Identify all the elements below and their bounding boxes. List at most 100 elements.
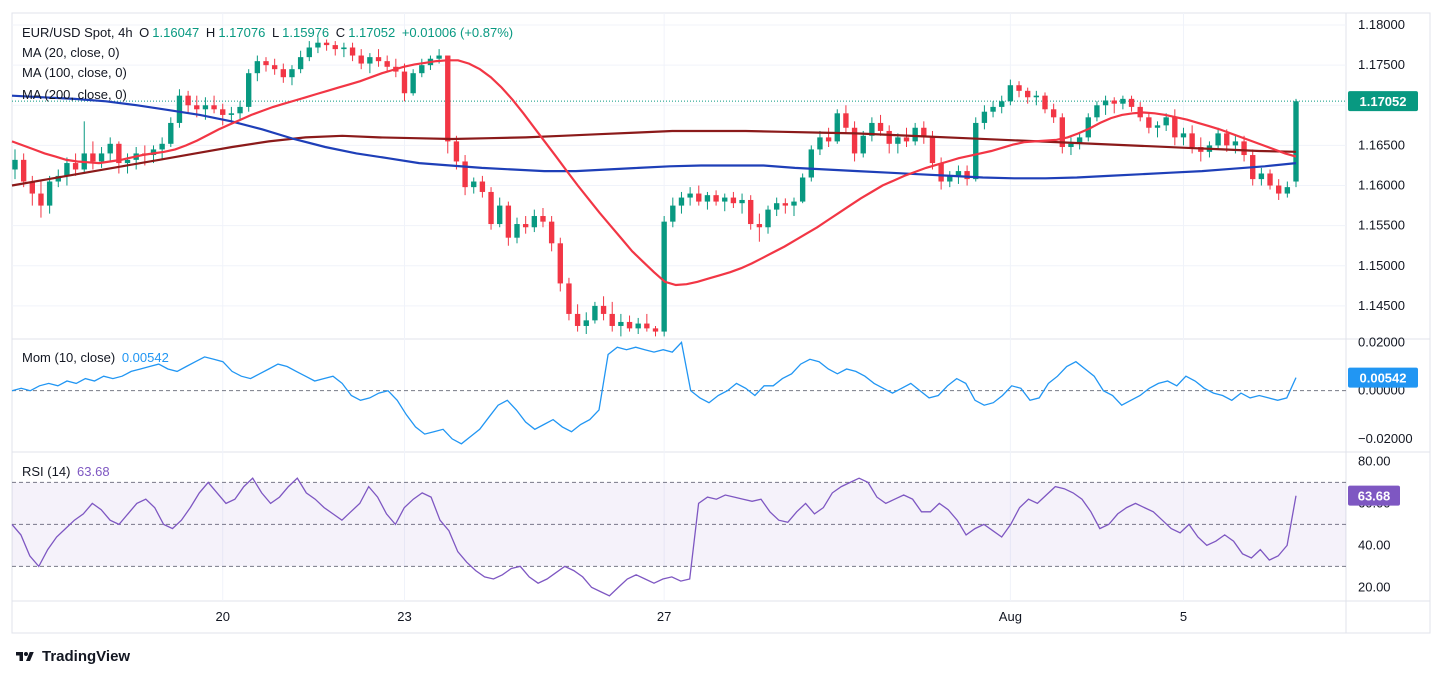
candle [1215, 127, 1221, 150]
candle [263, 57, 269, 72]
candle [168, 117, 174, 148]
candle-body [600, 305, 607, 314]
candle-body [436, 55, 442, 59]
candle-body [1128, 98, 1135, 107]
candle-body [652, 328, 659, 332]
price-tick-label: 1.16500 [1358, 137, 1405, 152]
candle-body [1232, 141, 1239, 146]
candle [877, 114, 884, 136]
candle-body [1120, 98, 1126, 104]
ma100-legend[interactable]: MA (100, close, 0) [22, 65, 127, 80]
candle-body [799, 177, 806, 202]
momentum-pane[interactable] [11, 341, 1297, 445]
candle [1146, 113, 1152, 134]
ma200-legend[interactable]: MA (200, close, 0) [22, 87, 127, 102]
candle-body [566, 283, 572, 314]
candle-body [1241, 141, 1247, 156]
candle [592, 301, 598, 324]
candle [220, 103, 226, 126]
candle [107, 137, 113, 162]
candle [497, 197, 503, 228]
candle [609, 301, 615, 332]
candle-body [644, 323, 650, 329]
candle [851, 121, 858, 162]
candle [1076, 133, 1083, 150]
candle-body [159, 143, 165, 150]
candle [696, 185, 702, 206]
candle-body [194, 105, 200, 110]
candle-body [237, 106, 243, 114]
candle [1050, 103, 1057, 123]
tradingview-logo[interactable]: TradingView [14, 648, 130, 665]
candle [358, 49, 364, 70]
candle-body [791, 201, 797, 206]
candle [825, 127, 832, 148]
candle [133, 147, 139, 170]
candle-body [825, 137, 832, 142]
ma20-legend[interactable]: MA (20, close, 0) [22, 45, 120, 60]
candle-body [341, 47, 347, 50]
change-value: +0.01006 (+0.87%) [401, 25, 514, 40]
last-price-tag-label: 1.17052 [1360, 94, 1407, 109]
candle-body [756, 224, 763, 228]
candle-body [1172, 117, 1178, 138]
candle-body [505, 205, 512, 238]
axes: 1.180001.175001.170001.165001.160001.155… [215, 17, 1418, 624]
candle-body [730, 197, 737, 204]
candle-body [834, 113, 840, 142]
candle [38, 181, 44, 218]
rsi-tag-label: 63.68 [1358, 489, 1391, 504]
rsi-pane[interactable] [11, 477, 1346, 597]
candle [1293, 98, 1299, 188]
chart-frame [11, 12, 1431, 634]
candle [531, 209, 538, 233]
candle [81, 121, 87, 174]
candle-body [1258, 173, 1265, 180]
candle-body [168, 122, 174, 144]
rsi-legend[interactable]: RSI (14) 63.68 [22, 463, 113, 481]
candle-body [471, 181, 477, 188]
momentum-legend[interactable]: Mom (10, close) 0.00542 [22, 349, 172, 367]
candle-body [185, 95, 191, 106]
candle-body [453, 141, 460, 162]
price-tick-label: 1.16000 [1358, 178, 1405, 193]
symbol-title[interactable]: EUR/USD Spot, 4h [22, 25, 133, 40]
candle-body [1050, 109, 1057, 118]
candle-body [55, 175, 61, 182]
price-pane[interactable] [11, 37, 1346, 337]
candle [583, 312, 589, 334]
momentum-tick-label: 0.02000 [1358, 334, 1405, 349]
candle [1059, 113, 1065, 154]
candle [1068, 137, 1074, 156]
candle [116, 141, 122, 174]
candle-body [306, 47, 312, 58]
candle [1007, 79, 1014, 106]
candle-body [176, 95, 183, 123]
candle [748, 195, 754, 230]
price-tick-label: 1.17500 [1358, 57, 1405, 72]
candle-body [375, 57, 382, 62]
candle-body [609, 313, 615, 326]
candle-body [1102, 100, 1109, 106]
candle-body [1293, 101, 1299, 182]
candle-body [90, 153, 96, 162]
candle-body [990, 106, 996, 112]
candle-body [592, 305, 598, 321]
candle [618, 313, 624, 337]
candle-body [514, 224, 520, 238]
candle [1284, 181, 1291, 198]
symbol-legend: EUR/USD Spot, 4h O 1.16047 H 1.17076 L 1.15… [22, 24, 516, 42]
ma20-line [11, 59, 1297, 287]
candle [722, 193, 728, 212]
candle-body [462, 161, 468, 188]
candle-body [522, 224, 529, 228]
candle-body [1276, 185, 1282, 194]
candle [600, 296, 607, 321]
candle-body [1111, 100, 1117, 104]
close-label: C [335, 25, 346, 40]
candle-body [999, 101, 1005, 107]
candle-body [540, 216, 546, 222]
candle-body [116, 143, 122, 164]
candle [289, 65, 295, 86]
rsi-band-fill [12, 482, 1346, 567]
